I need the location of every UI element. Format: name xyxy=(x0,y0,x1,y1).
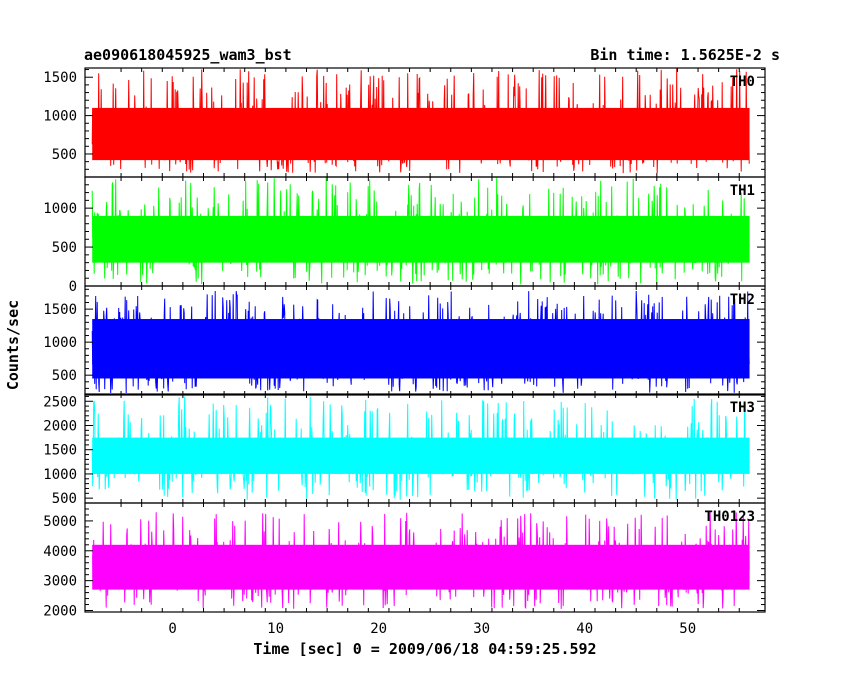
y-tick-label: 1000 xyxy=(43,335,77,351)
x-axis-label: Time [sec] 0 = 2009/06/18 04:59:25.592 xyxy=(253,640,596,658)
panel-frame xyxy=(84,285,766,396)
x-tick-label: 40 xyxy=(576,621,593,637)
y-tick-label: 500 xyxy=(52,491,77,507)
y-axis-label: Counts/sec xyxy=(4,300,22,390)
x-axis: 0 10 20 30 40 50 xyxy=(168,621,696,637)
y-tick-label: 500 xyxy=(52,147,77,163)
y-tick-label: 2000 xyxy=(43,604,77,620)
y-tick-label: 1000 xyxy=(43,467,77,483)
y-tick-label: 5000 xyxy=(43,514,77,530)
panel-label: TH0123 xyxy=(704,509,755,525)
chart-header-right: Bin time: 1.5625E-2 s xyxy=(590,46,780,64)
y-tick-label: 1000 xyxy=(43,109,77,125)
series-core-th1 xyxy=(92,215,750,263)
y-tick-label: 1500 xyxy=(43,70,77,86)
x-tick-label: 20 xyxy=(370,621,387,637)
x-tick-label: 30 xyxy=(473,621,490,637)
panel-frame xyxy=(84,502,766,613)
y-tick-label: 1000 xyxy=(43,201,77,217)
panel-label: TH0 xyxy=(730,74,755,90)
y-tick-label: 1500 xyxy=(43,302,77,318)
panel-th0: 500 1000 1500 TH0 xyxy=(43,67,766,178)
panel-label: TH3 xyxy=(730,400,755,416)
panel-th3: 500 1000 1500 2000 2500 TH3 xyxy=(43,393,766,507)
series-core-th2 xyxy=(92,319,750,379)
panel-th1: 0 500 1000 TH1 xyxy=(43,176,766,295)
y-tick-label: 4000 xyxy=(43,544,77,560)
panel-th2: 500 1000 1500 TH2 xyxy=(43,285,766,396)
x-tick-label: 0 xyxy=(168,621,176,637)
y-tick-label: 3000 xyxy=(43,574,77,590)
y-tick-label: 2000 xyxy=(43,418,77,434)
series-core-th0 xyxy=(92,107,750,161)
chart-header-left: ae090618045925_wam3_bst xyxy=(84,46,292,64)
panel-label: TH2 xyxy=(730,292,755,308)
y-tick-label: 500 xyxy=(52,240,77,256)
y-tick-label: 0 xyxy=(69,279,77,295)
x-tick-label: 10 xyxy=(267,621,284,637)
panel-th0123: 2000 3000 4000 5000 TH0123 xyxy=(43,502,766,620)
series-core-th0123 xyxy=(92,544,750,590)
x-tick-label: 50 xyxy=(679,621,696,637)
series-core-th3 xyxy=(92,437,750,474)
y-tick-label: 2500 xyxy=(43,394,77,410)
panel-label: TH1 xyxy=(730,183,755,199)
y-tick-label: 1500 xyxy=(43,443,77,459)
y-tick-label: 500 xyxy=(52,368,77,384)
